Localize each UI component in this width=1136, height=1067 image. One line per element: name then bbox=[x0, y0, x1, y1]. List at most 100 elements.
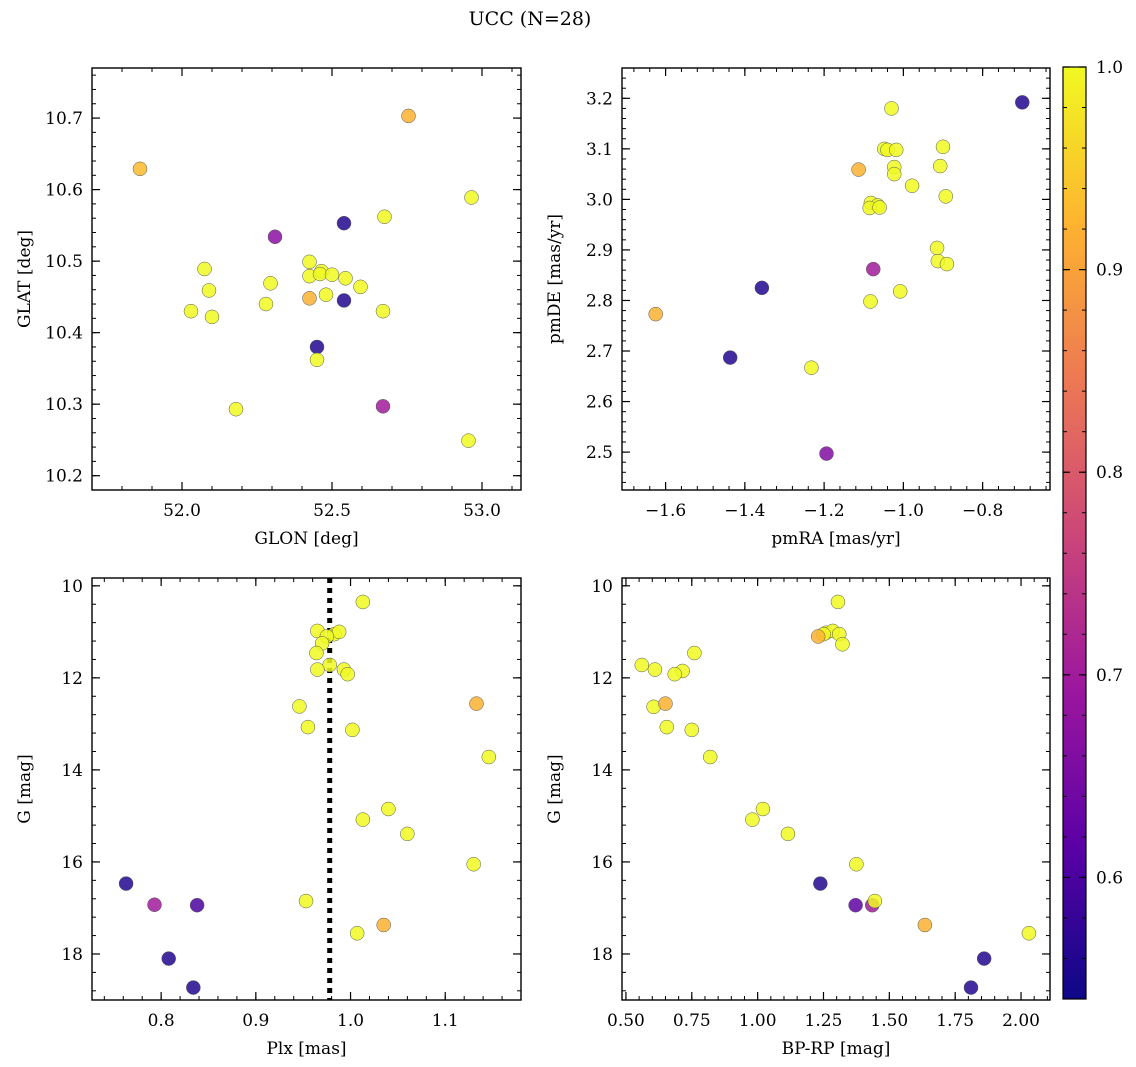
scatter-point bbox=[309, 352, 325, 368]
x-tick-label: 1.1 bbox=[432, 1011, 459, 1031]
axes-frame bbox=[91, 577, 522, 1001]
scatter-point bbox=[353, 279, 368, 295]
y-tick-label: 3.0 bbox=[586, 190, 613, 210]
scatter-point bbox=[349, 926, 365, 941]
axes-frame bbox=[621, 67, 1051, 491]
scatter-point bbox=[118, 876, 134, 891]
y-tick-label: 3.1 bbox=[586, 140, 613, 160]
scatter-point bbox=[867, 893, 883, 909]
scatter-point bbox=[375, 303, 391, 319]
figure-title: UCC (N=28) bbox=[468, 8, 592, 30]
axes-frame bbox=[91, 67, 522, 491]
scatter-point bbox=[888, 142, 904, 158]
scatter-point bbox=[866, 261, 881, 277]
scatter-point bbox=[258, 296, 274, 312]
scatter-point bbox=[336, 293, 352, 308]
scatter-point bbox=[810, 629, 826, 644]
scatter-point bbox=[197, 261, 212, 277]
x-tick-label: −1.4 bbox=[724, 501, 765, 521]
scatter-point bbox=[851, 162, 866, 177]
x-tick-label: −1.2 bbox=[803, 501, 844, 521]
scatter-point bbox=[634, 657, 650, 673]
x-tick-label: 1.0 bbox=[337, 1011, 364, 1031]
scatter-point bbox=[302, 291, 317, 306]
scatter-point bbox=[755, 801, 771, 817]
scatter-point bbox=[648, 306, 663, 322]
y-axis-label: GLAT [deg] bbox=[15, 230, 35, 328]
scatter-point bbox=[204, 309, 220, 325]
x-axis-label: Plx [mas] bbox=[266, 1039, 346, 1059]
scatter-point bbox=[932, 158, 948, 174]
y-tick-label: 2.5 bbox=[586, 443, 613, 463]
scatter-point bbox=[813, 876, 828, 891]
scatter-point bbox=[401, 108, 416, 124]
scatter-point bbox=[884, 101, 899, 116]
scatter-point bbox=[189, 897, 205, 913]
y-tick-label: 16 bbox=[591, 853, 613, 873]
colorbar-tick-label: 0.6 bbox=[1096, 868, 1123, 888]
scatter-point bbox=[938, 189, 954, 204]
scatter-point bbox=[849, 856, 864, 872]
x-tick-label: 1.75 bbox=[936, 1011, 974, 1031]
scatter-point bbox=[684, 722, 700, 738]
scatter-point bbox=[917, 917, 933, 933]
y-axis-label: G [mag] bbox=[15, 754, 35, 823]
scatter-point bbox=[830, 594, 846, 610]
y-tick-label: 18 bbox=[61, 945, 83, 965]
scatter-point bbox=[702, 749, 718, 765]
scatter-point bbox=[292, 699, 307, 714]
x-tick-label: 0.8 bbox=[148, 1011, 175, 1031]
x-tick-label: 0.50 bbox=[607, 1011, 645, 1031]
y-tick-label: 10 bbox=[591, 577, 613, 597]
colorbar-tick-label: 1.0 bbox=[1096, 58, 1123, 78]
y-tick-label: 10.3 bbox=[45, 395, 83, 415]
scatter-point bbox=[336, 215, 352, 231]
scatter-point bbox=[872, 200, 887, 215]
scatter-point bbox=[186, 980, 201, 995]
scatter-point bbox=[780, 826, 796, 842]
scatter-point bbox=[904, 178, 920, 194]
scatter-point bbox=[300, 719, 316, 735]
scatter-point bbox=[338, 271, 353, 286]
scatter-point bbox=[963, 980, 979, 995]
y-axis-label: pmDE [mas/yr] bbox=[545, 214, 565, 344]
y-tick-label: 10.7 bbox=[45, 109, 83, 129]
scatter-point bbox=[466, 856, 481, 872]
scatter-point bbox=[667, 666, 682, 682]
scatter-point bbox=[309, 645, 324, 661]
scatter-point bbox=[183, 303, 199, 319]
scatter-point bbox=[309, 339, 325, 355]
scatter-point bbox=[687, 645, 702, 661]
scatter-point bbox=[298, 893, 314, 909]
x-tick-label: 1.25 bbox=[805, 1011, 843, 1031]
scatter-point bbox=[722, 350, 738, 365]
colorbar-bar bbox=[1062, 66, 1087, 1000]
y-tick-label: 10.6 bbox=[45, 181, 83, 201]
scatter-point bbox=[310, 662, 325, 677]
colorbar: 0.6 0.7 0.8 0.9 1.0 bbox=[1062, 58, 1123, 1000]
scatter-point bbox=[161, 951, 176, 966]
colorbar-tick-label: 0.9 bbox=[1096, 261, 1123, 281]
scatter-point bbox=[804, 360, 819, 375]
x-tick-label: −1.0 bbox=[883, 501, 924, 521]
scatter-point bbox=[464, 190, 479, 205]
scatter-point bbox=[1021, 926, 1037, 941]
scatter-point bbox=[147, 897, 162, 912]
scatter-point bbox=[819, 446, 834, 461]
scatter-point bbox=[887, 166, 902, 182]
y-tick-label: 2.6 bbox=[586, 393, 613, 413]
colorbar-tick-label: 0.7 bbox=[1096, 666, 1123, 686]
y-tick-label: 14 bbox=[61, 761, 83, 781]
scatter-point bbox=[976, 951, 992, 966]
x-tick-label: 53.0 bbox=[463, 501, 501, 521]
scatter-point bbox=[355, 812, 371, 827]
x-tick-label: 52.5 bbox=[313, 501, 351, 521]
scatter-point bbox=[324, 267, 340, 282]
scatter-point bbox=[647, 662, 663, 677]
y-tick-label: 14 bbox=[591, 761, 613, 781]
x-tick-label: 1.00 bbox=[739, 1011, 777, 1031]
scatter-point bbox=[929, 240, 945, 256]
scatter-point bbox=[355, 594, 371, 610]
scatter-point bbox=[132, 161, 148, 177]
panel-bottom-right: 0.50 0.75 1.00 1.25 1.50 1.75 2.00 10 12 14 16 18 BP… bbox=[545, 577, 1051, 1059]
